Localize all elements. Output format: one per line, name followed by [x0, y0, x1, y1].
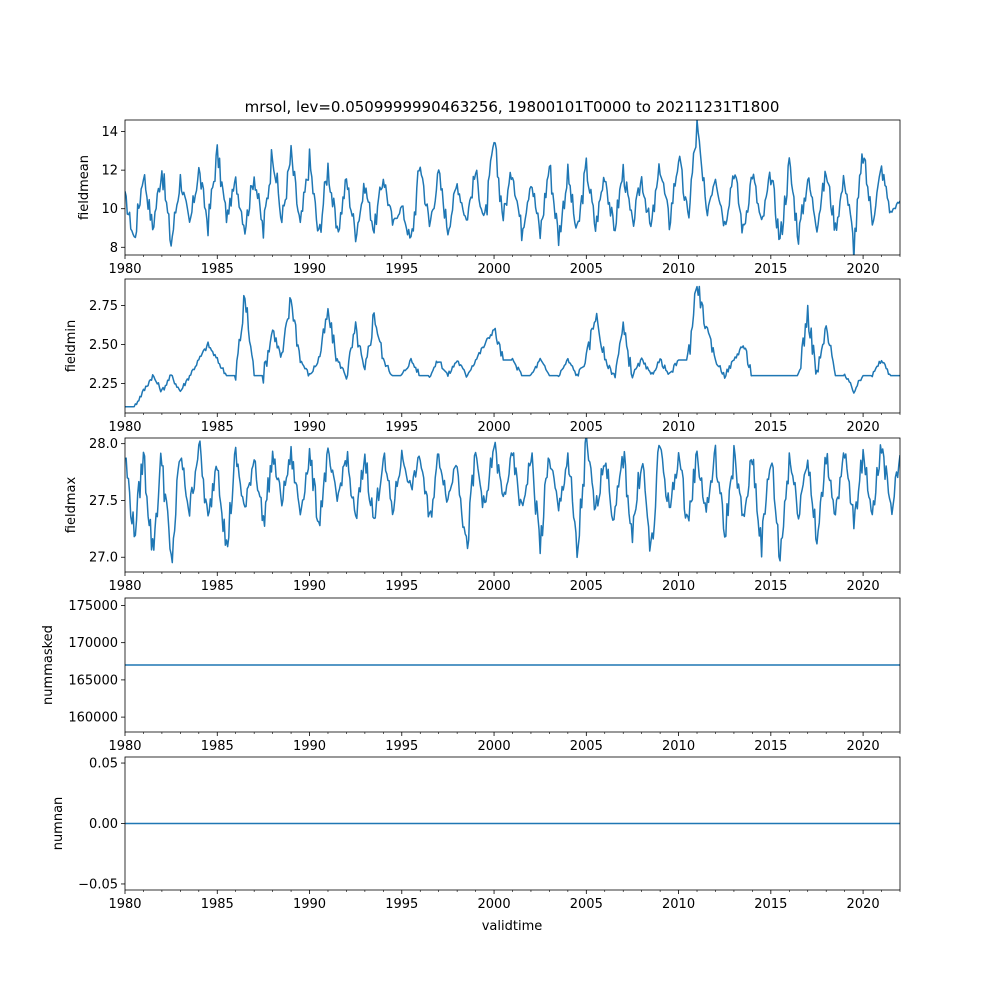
y-axis-label-fieldmin: fieldmin	[64, 320, 79, 373]
x-tick-label: 2005	[570, 579, 603, 594]
y-axis-label-fieldmean: fieldmean	[77, 155, 92, 220]
y-tick-label: 2.25	[89, 377, 118, 392]
x-tick-label: 1990	[293, 262, 326, 277]
x-tick-label: 2005	[570, 262, 603, 277]
x-tick-label: 2000	[478, 262, 511, 277]
x-tick-label: 1985	[201, 579, 234, 594]
subplot-numnan: 1980 1985 1990 1995 2000 2005 2010 2015 2020 −0.0…	[51, 757, 901, 912]
y-tick-label: 165000	[68, 673, 118, 688]
x-tick-label: 2020	[847, 579, 880, 594]
x-tick-label: 1995	[385, 579, 418, 594]
x-tick-label: 1990	[293, 897, 326, 912]
x-tick-label: 2015	[754, 262, 787, 277]
x-tick-label: 2000	[478, 897, 511, 912]
subplot-fieldmax: 1980 1985 1990 1995 2000 2005 2010 2015 2020 27.0…	[64, 437, 901, 594]
x-tick-label: 1980	[108, 897, 141, 912]
x-tick-label: 1985	[201, 262, 234, 277]
y-tick-label: 0.05	[89, 757, 118, 772]
x-axis-label: validtime	[482, 919, 543, 934]
x-tick-label: 1980	[108, 420, 141, 435]
x-tick-label: 2000	[478, 579, 511, 594]
x-tick-label: 1990	[293, 739, 326, 754]
x-tick-label: 2015	[754, 579, 787, 594]
x-tick-label: 2015	[754, 897, 787, 912]
x-tick-label: 1985	[201, 739, 234, 754]
x-tick-label: 1980	[108, 739, 141, 754]
x-tick-label: 2020	[847, 739, 880, 754]
x-tick-label: 1985	[201, 420, 234, 435]
x-tick-label: 2005	[570, 420, 603, 435]
y-axis-label-nummasked: nummasked	[41, 625, 56, 705]
x-tick-label: 2020	[847, 420, 880, 435]
series-line-fieldmin	[125, 285, 900, 408]
y-tick-label: 27.5	[89, 494, 118, 509]
y-tick-label: 160000	[68, 711, 118, 726]
x-tick-label: 2010	[662, 897, 695, 912]
x-tick-label: 1995	[385, 262, 418, 277]
y-tick-label: 2.75	[89, 299, 118, 314]
x-tick-label: 2005	[570, 739, 603, 754]
x-tick-label: 2010	[662, 262, 695, 277]
x-tick-label: 2010	[662, 420, 695, 435]
x-tick-label: 2010	[662, 739, 695, 754]
y-tick-label: 27.0	[89, 551, 118, 566]
y-tick-label: 170000	[68, 636, 118, 651]
y-axis-label-fieldmax: fieldmax	[64, 477, 79, 534]
y-tick-label: 8	[110, 241, 118, 256]
x-tick-label: 2020	[847, 262, 880, 277]
x-tick-label: 2015	[754, 420, 787, 435]
figure-title: mrsol, lev=0.0509999990463256, 19800101T…	[245, 98, 780, 116]
x-tick-label: 2005	[570, 897, 603, 912]
y-axis-label-numnan: numnan	[51, 797, 66, 851]
x-tick-label: 2010	[662, 579, 695, 594]
y-tick-label: 10	[101, 202, 118, 217]
x-tick-label: 2020	[847, 897, 880, 912]
x-tick-label: 2000	[478, 739, 511, 754]
x-tick-label: 1985	[201, 897, 234, 912]
y-tick-label: 175000	[68, 599, 118, 614]
x-tick-label: 1995	[385, 739, 418, 754]
series-line-fieldmean	[125, 120, 900, 255]
subplot-fieldmin: 1980 1985 1990 1995 2000 2005 2010 2015 2020 2.25…	[64, 278, 901, 435]
x-tick-label: 1995	[385, 420, 418, 435]
x-tick-label: 1980	[108, 262, 141, 277]
x-tick-label: 1980	[108, 579, 141, 594]
y-tick-label: 0.00	[89, 817, 118, 832]
y-tick-label: 2.50	[89, 338, 118, 353]
subplot-stack: 1980 1985 1990 1995 2000 2005 2010 2015 2020 8 10 1…	[41, 119, 901, 912]
x-tick-label: 1995	[385, 897, 418, 912]
x-tick-label: 2015	[754, 739, 787, 754]
series-line-fieldmax	[125, 438, 900, 564]
y-tick-label: 28.0	[89, 437, 118, 452]
y-tick-label: −0.05	[78, 877, 118, 892]
subplot-fieldmean: 1980 1985 1990 1995 2000 2005 2010 2015 2020 8 10 1…	[77, 119, 901, 277]
x-tick-label: 1990	[293, 420, 326, 435]
y-tick-label: 12	[101, 164, 118, 179]
x-tick-label: 2000	[478, 420, 511, 435]
y-tick-label: 14	[101, 125, 118, 140]
x-tick-label: 1990	[293, 579, 326, 594]
subplot-nummasked: 1980 1985 1990 1995 2000 2005 2010 2015 2020 1600…	[41, 597, 901, 754]
